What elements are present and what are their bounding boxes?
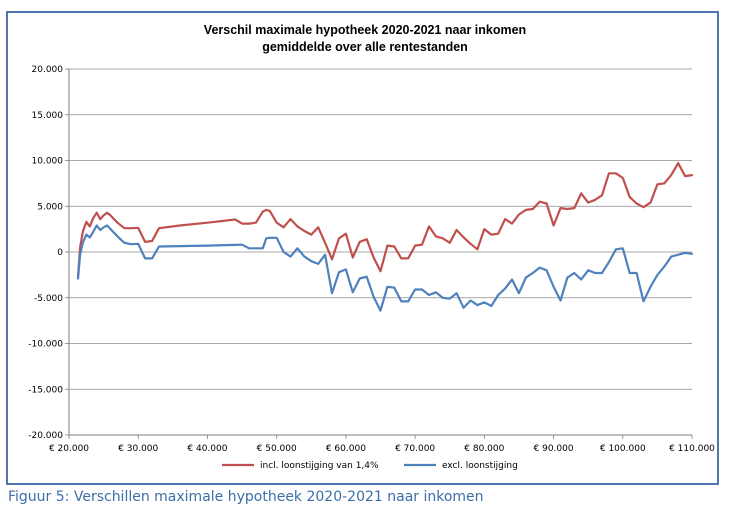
x-tick-label: € 70.000 bbox=[395, 444, 435, 454]
y-tick-label: -15.000 bbox=[28, 385, 63, 395]
figure-caption: Figuur 5: Verschillen maximale hypotheek… bbox=[8, 489, 484, 505]
x-tick-label: € 80.000 bbox=[464, 444, 504, 454]
x-tick-label: € 50.000 bbox=[257, 444, 297, 454]
chart-subtitle: gemiddelde over alle rentestanden bbox=[262, 40, 468, 54]
x-tick-label: € 60.000 bbox=[326, 444, 366, 454]
x-tick-label: € 110.000 bbox=[669, 444, 715, 454]
x-tick-label: € 20.000 bbox=[49, 444, 89, 454]
y-tick-label: -5.000 bbox=[34, 294, 63, 304]
axis-layer: 20.000 15.000 10.000 5.000 0 -5.000 -10.000 -15… bbox=[28, 65, 715, 454]
series-line-excl-loonstijging bbox=[76, 224, 694, 312]
y-tick-label: -10.000 bbox=[28, 340, 63, 350]
series-layer bbox=[76, 162, 694, 312]
chart-frame: Verschil maximale hypotheek 2020-2021 na… bbox=[6, 11, 719, 485]
y-tick-label: 5.000 bbox=[37, 202, 63, 212]
y-tick-label: 15.000 bbox=[32, 111, 64, 121]
y-tick-label: 0 bbox=[57, 248, 63, 258]
y-tick-label: 10.000 bbox=[32, 157, 64, 167]
x-tick-label: € 100.000 bbox=[600, 444, 646, 454]
y-tick-label: -20.000 bbox=[28, 431, 63, 441]
chart-title: Verschil maximale hypotheek 2020-2021 na… bbox=[204, 23, 526, 37]
legend-label: incl. loonstijging van 1,4% bbox=[260, 461, 379, 471]
series-line-incl-loonstijging bbox=[76, 162, 694, 279]
legend: incl. loonstijging van 1,4% excl. loonsti… bbox=[222, 461, 518, 471]
x-tick-label: € 90.000 bbox=[534, 444, 574, 454]
y-tick-label: 20.000 bbox=[32, 65, 64, 75]
x-tick-label: € 40.000 bbox=[187, 444, 227, 454]
grid-layer bbox=[69, 68, 692, 436]
chart-svg: Verschil maximale hypotheek 2020-2021 na… bbox=[28, 23, 715, 471]
x-tick-label: € 30.000 bbox=[118, 444, 158, 454]
legend-label: excl. loonstijging bbox=[442, 461, 518, 471]
